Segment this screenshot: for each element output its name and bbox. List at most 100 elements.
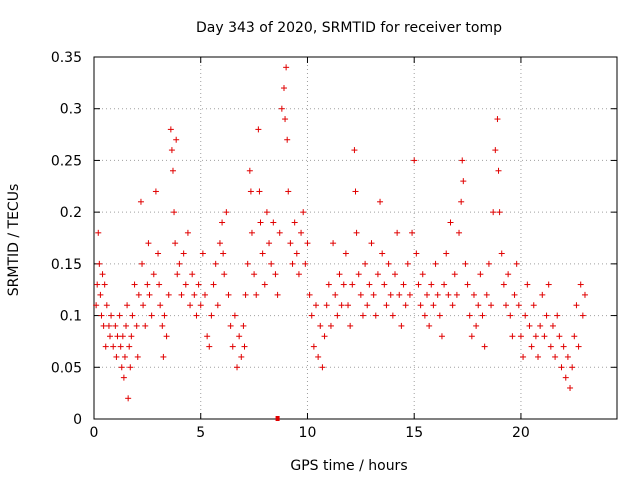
y-axis-label: SRMTID / TECUs <box>6 184 22 297</box>
data-point-zero <box>275 416 280 421</box>
data-point <box>99 271 106 278</box>
y-tick-label: 0.2 <box>60 205 82 221</box>
data-point <box>530 302 537 309</box>
data-point <box>204 333 211 340</box>
data-point <box>107 333 114 340</box>
data-point <box>248 229 255 236</box>
data-point <box>449 302 456 309</box>
data-point <box>327 322 334 329</box>
data-point <box>253 291 260 298</box>
data-point <box>124 302 131 309</box>
data-point <box>160 353 167 360</box>
data-point <box>532 333 539 340</box>
data-point <box>417 302 424 309</box>
data-point <box>537 322 544 329</box>
data-point <box>377 198 384 205</box>
data-point <box>445 291 452 298</box>
data-point <box>202 291 209 298</box>
data-point <box>338 302 345 309</box>
data-point <box>100 322 107 329</box>
data-point <box>470 291 477 298</box>
data-point <box>502 302 509 309</box>
data-point <box>129 312 136 319</box>
data-point <box>462 260 469 267</box>
data-point <box>113 353 120 360</box>
data-point <box>342 250 349 257</box>
data-point <box>483 291 490 298</box>
data-point <box>216 240 223 247</box>
data-point <box>165 291 172 298</box>
data-point <box>571 333 578 340</box>
data-point <box>163 333 170 340</box>
data-point <box>144 281 151 288</box>
data-point <box>231 312 238 319</box>
data-point <box>112 322 119 329</box>
data-point <box>105 322 112 329</box>
data-point <box>443 250 450 257</box>
data-point <box>102 343 109 350</box>
data-point <box>103 302 110 309</box>
x-tick-label: 10 <box>299 425 317 441</box>
data-point <box>552 353 559 360</box>
data-point <box>119 333 126 340</box>
data-point <box>187 302 194 309</box>
data-point <box>577 281 584 288</box>
data-point <box>349 281 356 288</box>
data-point <box>359 312 366 319</box>
data-point <box>195 281 202 288</box>
data-point <box>545 281 552 288</box>
data-point <box>426 322 433 329</box>
data-point <box>123 322 130 329</box>
data-point <box>547 343 554 350</box>
data-point <box>430 302 437 309</box>
data-point <box>157 302 164 309</box>
y-tick-label: 0.15 <box>51 257 82 273</box>
data-point <box>381 281 388 288</box>
data-point <box>507 312 514 319</box>
data-point <box>520 353 527 360</box>
data-point <box>135 291 142 298</box>
data-point <box>357 291 364 298</box>
axis-ticks <box>93 56 617 420</box>
data-point <box>464 281 471 288</box>
data-point <box>272 271 279 278</box>
data-point <box>257 219 264 226</box>
data-point <box>126 343 133 350</box>
data-point <box>334 312 341 319</box>
data-point <box>402 302 409 309</box>
data-point <box>509 333 516 340</box>
data-point <box>539 291 546 298</box>
data-point <box>323 302 330 309</box>
data-point <box>424 291 431 298</box>
data-point <box>172 240 179 247</box>
data-point <box>114 333 121 340</box>
data-point <box>456 229 463 236</box>
data-point <box>246 167 253 174</box>
data-point <box>319 364 326 371</box>
x-tick-label: 20 <box>512 425 530 441</box>
data-point <box>289 260 296 267</box>
data-point <box>270 219 277 226</box>
y-tick-labels: 0 0.05 0.1 0.15 0.2 0.25 0.3 0.35 <box>51 50 82 428</box>
data-point <box>173 136 180 143</box>
data-point <box>244 260 251 267</box>
data-point <box>94 281 101 288</box>
data-point <box>184 229 191 236</box>
data-point <box>97 291 104 298</box>
data-point <box>541 333 548 340</box>
data-point <box>220 250 227 257</box>
data-point <box>263 209 270 216</box>
data-point <box>182 281 189 288</box>
data-point <box>298 229 305 236</box>
data-point <box>227 322 234 329</box>
data-point <box>178 291 185 298</box>
data-point <box>127 364 134 371</box>
data-point <box>325 281 332 288</box>
data-point <box>432 260 439 267</box>
data-point <box>459 157 466 164</box>
data-point <box>152 188 159 195</box>
y-tick-label: 0.35 <box>51 50 82 66</box>
data-point <box>562 374 569 381</box>
data-point <box>419 271 426 278</box>
chart-title: Day 343 of 2020, SRMTID for receiver tom… <box>196 20 502 36</box>
